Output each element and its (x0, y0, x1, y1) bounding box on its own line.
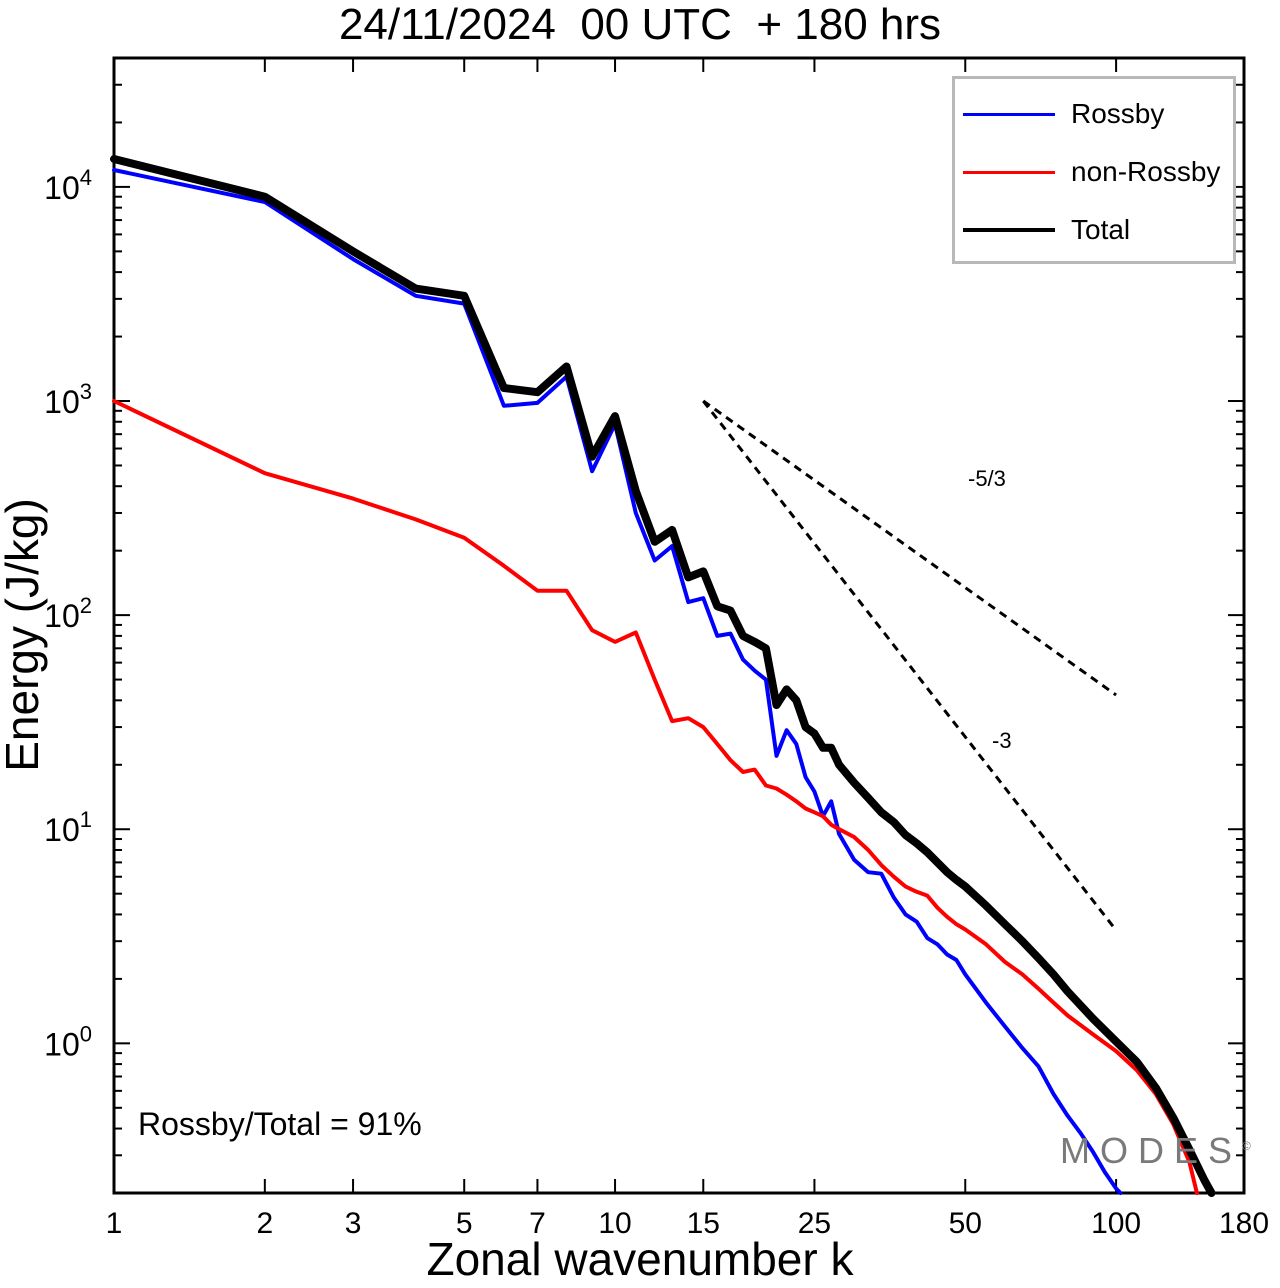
x-tick-label: 10 (598, 1207, 631, 1240)
legend-label-non-rossby: non-Rossby (1071, 156, 1221, 187)
slope-label-five-thirds: -5/3 (968, 466, 1006, 491)
legend-item-rossby: Rossby (963, 98, 1165, 129)
y-tick-label: 101 (44, 807, 92, 848)
y-tick-label: 100 (44, 1021, 92, 1062)
y-tick-label: 102 (44, 593, 92, 634)
tick-labels: 1 2 3 5 7 10 15 25 50 100 180 100 101 102 103 104 (44, 165, 1269, 1240)
legend-swatch-rossby (963, 112, 1055, 116)
y-tick-label: 104 (44, 165, 92, 206)
copyright-mark: © (1242, 1139, 1251, 1153)
x-tick-label: 15 (687, 1207, 720, 1240)
x-tick-label: 25 (798, 1207, 831, 1240)
legend-swatch-total (963, 228, 1055, 232)
x-tick-label: 50 (949, 1207, 982, 1240)
x-tick-label: 1 (106, 1207, 123, 1240)
series-layer (110, 155, 1216, 1197)
reference-line-five-thirds (702, 399, 1117, 697)
chart-title: 24/11/2024 00 UTC + 180 hrs (338, 0, 942, 49)
legend: Rossby non-Rossby Total (952, 76, 1236, 264)
x-tick-label: 100 (1091, 1207, 1141, 1240)
y-axis-label: Energy (J/kg) (0, 498, 48, 772)
watermark-text: MODES (1060, 1130, 1243, 1171)
legend-item-total: Total (963, 214, 1131, 245)
series-line-rossby (112, 168, 1123, 1195)
modes-watermark: MODES© (1060, 1130, 1251, 1172)
reference-lines (702, 399, 1118, 932)
legend-swatch-non-rossby (963, 170, 1055, 174)
ticks-layer (113, 57, 1245, 1194)
y-tick-label: 103 (44, 379, 92, 420)
legend-label-total: Total (1071, 214, 1131, 245)
x-tick-label: 2 (256, 1207, 273, 1240)
slope-label-three: -3 (992, 728, 1012, 753)
x-tick-label: 180 (1219, 1207, 1269, 1240)
series-line-non-rossby (112, 399, 1199, 1195)
x-tick-label: 7 (529, 1207, 546, 1240)
legend-label-rossby: Rossby (1071, 98, 1165, 129)
rossby-ratio-annotation: Rossby/Total = 91% (138, 1106, 422, 1142)
series-line-total (110, 155, 1216, 1197)
x-axis-label: Zonal wavenumber k (426, 1233, 854, 1285)
x-tick-label: 5 (456, 1207, 473, 1240)
legend-item-non-rossby: non-Rossby (963, 156, 1221, 187)
x-tick-label: 3 (345, 1207, 362, 1240)
